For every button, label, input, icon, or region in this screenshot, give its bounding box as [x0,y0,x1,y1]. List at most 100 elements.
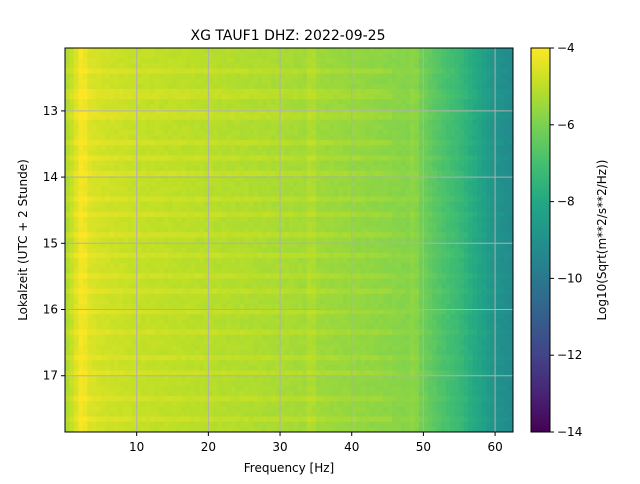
heatmap-cell [378,140,384,146]
heatmap-cell [114,263,120,269]
heatmap-cell [271,150,276,156]
heatmap-cell [239,268,245,274]
heatmap-cell [118,252,124,259]
heatmap-cell [477,145,483,151]
heatmap-cell [91,298,97,305]
heatmap-cell [91,252,97,259]
heatmap-cell [427,150,433,156]
heatmap-cell [132,83,138,90]
heatmap-cell [136,73,142,80]
heatmap-cell [257,263,263,269]
heatmap-cell [78,48,84,54]
heatmap-cell [212,206,218,213]
heatmap-cell [409,237,415,243]
heatmap-cell [159,140,164,146]
heatmap-cell [463,298,469,305]
heatmap-cell [504,68,509,74]
heatmap-cell [132,196,138,202]
heatmap-cell [73,216,79,223]
heatmap-cell [369,206,375,213]
heatmap-cell [244,242,250,249]
heatmap-cell [463,140,469,146]
heatmap-cell [114,53,120,59]
heatmap-cell [105,237,111,243]
heatmap-cell [405,242,411,249]
heatmap-cell [96,191,102,197]
heatmap-cell [409,181,415,187]
heatmap-cell [248,237,254,243]
heatmap-cell [392,247,397,254]
heatmap-cell [127,186,133,192]
heatmap-cell [450,242,456,249]
heatmap-cell [297,242,303,249]
heatmap-cell [266,293,272,300]
heatmap-cell [163,104,169,110]
heatmap-cell [190,145,196,151]
heatmap-cell [293,176,299,182]
heatmap-cell [154,191,160,197]
heatmap-cell [150,288,155,295]
heatmap-cell [459,257,465,264]
heatmap-cell [374,288,379,295]
heatmap-cell [383,252,388,259]
heatmap-cell [342,252,348,259]
heatmap-cell [396,237,402,243]
heatmap-cell [123,145,129,151]
heatmap-cell [338,191,344,197]
heatmap-cell [409,268,415,274]
heatmap-cell [315,145,321,151]
heatmap-cell [100,114,106,121]
heatmap-cell [315,201,321,208]
heatmap-cell [347,63,353,69]
heatmap-cell [65,94,70,100]
heatmap-cell [199,135,205,141]
heatmap-cell [405,252,411,259]
heatmap-cell [244,73,250,80]
heatmap-cell [136,283,142,290]
heatmap-cell [432,293,438,300]
heatmap-cell [369,298,375,305]
heatmap-cell [508,283,513,290]
heatmap-cell [172,58,178,64]
heatmap-cell [360,78,366,85]
heatmap-cell [508,63,513,69]
heatmap-cell [477,94,483,100]
heatmap-cell [275,119,281,126]
heatmap-cell [141,68,147,74]
heatmap-cell [181,232,187,238]
heatmap-cell [100,268,106,274]
heatmap-cell [208,73,214,80]
heatmap-cell [266,83,272,90]
heatmap-cell [73,109,79,115]
heatmap-cell [315,191,321,197]
heatmap-cell [338,273,344,279]
heatmap-cell [96,109,102,115]
heatmap-cell [490,222,496,228]
heatmap-cell [490,288,496,295]
heatmap-cell [109,273,115,279]
heatmap-cell [324,165,330,172]
heatmap-cell [69,73,75,80]
heatmap-cell [212,88,218,95]
heatmap-cell [82,119,88,126]
heatmap-cell [374,160,379,167]
heatmap-cell [221,273,227,279]
heatmap-cell [495,145,500,151]
heatmap-cell [118,176,124,182]
heatmap-cell [172,222,178,228]
heatmap-cell [127,124,133,131]
heatmap-cell [190,176,196,182]
heatmap-cell [248,288,254,295]
heatmap-cell [297,176,303,182]
heatmap-cell [302,273,308,279]
heatmap-cell [109,83,115,90]
heatmap-cell [163,119,169,126]
heatmap-cell [297,186,303,192]
heatmap-cell [508,247,513,254]
heatmap-cell [365,216,371,223]
heatmap-cell [333,191,339,197]
heatmap-cell [472,165,478,172]
heatmap-cell [212,165,218,172]
heatmap-cell [100,196,106,202]
heatmap-cell [154,242,160,249]
